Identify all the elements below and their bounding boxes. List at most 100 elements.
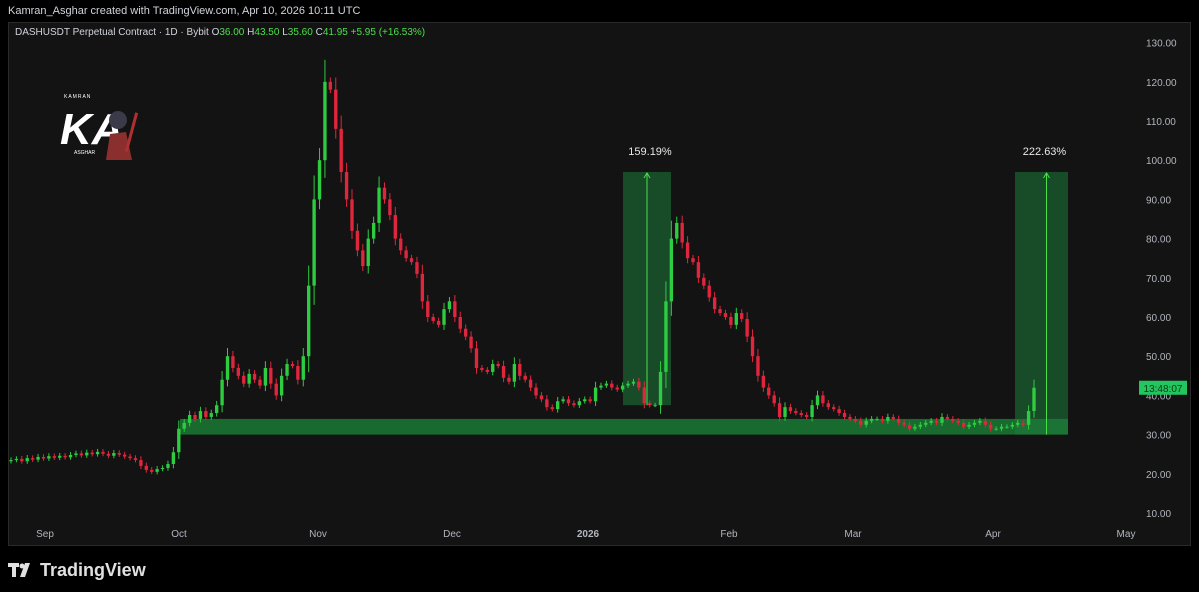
y-tick-label: 20.00 (1146, 470, 1171, 481)
x-tick-label: Oct (171, 529, 187, 540)
candle-body (1010, 424, 1015, 427)
candle-body (480, 367, 484, 370)
candle-body (561, 399, 565, 402)
candle-body (1005, 426, 1009, 428)
candle-body (897, 418, 901, 423)
price-range-label-2: 222.63% (1023, 146, 1067, 158)
candle-body (1016, 422, 1020, 425)
candle-body (951, 418, 955, 421)
candle-body (225, 356, 230, 380)
candle-body (30, 458, 35, 460)
candle-body (978, 420, 982, 423)
candle-body (507, 377, 511, 382)
candle-body (25, 458, 29, 462)
candle-body (886, 416, 890, 421)
candle-body (761, 375, 766, 388)
candle-body (496, 364, 500, 366)
low-value: 35.60 (287, 27, 313, 38)
candle-body (139, 460, 143, 466)
candle-body (859, 420, 863, 425)
candle-body (577, 401, 582, 406)
chart-panel[interactable] (8, 22, 1191, 546)
candle-body (431, 317, 435, 321)
candle-body (875, 418, 879, 420)
candle-body (815, 395, 820, 406)
candle-body (1032, 387, 1036, 412)
candle-body (453, 301, 457, 317)
candle-body (550, 407, 554, 410)
candle-body (415, 262, 419, 274)
candle-body (469, 336, 473, 349)
y-tick-label: 30.00 (1146, 431, 1171, 442)
candle-body (588, 399, 592, 402)
candle-body (106, 453, 111, 456)
candle-body (712, 297, 717, 310)
candle-body (685, 242, 690, 259)
candle-body (160, 467, 165, 470)
candle-body (691, 258, 695, 263)
x-tick-label: May (1117, 529, 1136, 540)
candle-body (177, 428, 181, 453)
current-price-countdown: 13:48:07 (1144, 384, 1183, 395)
candle-body (729, 317, 733, 325)
close-label: C (315, 27, 323, 38)
candle-body (220, 379, 224, 406)
candle-body (967, 424, 971, 427)
candle-body (945, 416, 950, 419)
candle-body (63, 455, 67, 458)
candle-body (545, 399, 549, 408)
low-label: L (282, 27, 288, 38)
candle-body (198, 411, 203, 419)
candle-body (117, 453, 121, 455)
candle-body (366, 238, 370, 267)
tradingview-footer[interactable]: TradingView (8, 556, 146, 584)
price-range-label-1: 159.19% (628, 146, 672, 158)
candle-body (166, 464, 170, 468)
candle-body (648, 403, 652, 406)
candle-body (913, 426, 917, 429)
candle-body (420, 273, 425, 302)
candle-body (382, 187, 387, 200)
price-range-box-2[interactable] (1015, 171, 1068, 435)
candle-body (810, 405, 814, 417)
candle-body (41, 456, 46, 459)
candle-body (604, 383, 609, 386)
candle-body (236, 367, 241, 376)
candle-body (832, 407, 836, 410)
candle-body (556, 401, 560, 410)
candle-body (902, 422, 906, 425)
candle-body (485, 369, 489, 372)
candle-body (956, 420, 960, 423)
candle-body (269, 367, 273, 384)
candle-body (388, 199, 392, 216)
candle-body (767, 387, 771, 396)
candle-body (20, 458, 24, 462)
candle-body (593, 387, 598, 402)
candle-body (317, 160, 322, 200)
candle-body (615, 387, 619, 390)
candle-body (599, 385, 603, 388)
candle-body (1026, 411, 1031, 425)
candle-body (355, 230, 360, 251)
candle-body (122, 454, 127, 457)
candle-body (637, 381, 641, 388)
candle-body (864, 420, 868, 425)
candle-body (491, 364, 495, 372)
y-tick-label: 110.00 (1146, 117, 1176, 128)
candle-body (350, 199, 354, 231)
candle-body (258, 379, 262, 386)
candle-body (458, 317, 462, 329)
y-tick-label: 80.00 (1146, 235, 1171, 246)
x-tick-label: Dec (443, 529, 461, 540)
x-tick-label: Nov (309, 529, 327, 540)
candle-body (772, 395, 776, 404)
candle-body (983, 420, 987, 425)
candle-body (279, 375, 284, 396)
candle-body (794, 411, 798, 414)
symbol-legend: DASHUSDT Perpetual Contract · 1D · Bybit… (15, 27, 425, 38)
candle-body (463, 328, 468, 337)
candle-body (620, 385, 625, 390)
candle-body (231, 356, 235, 368)
candle-body (377, 187, 381, 223)
